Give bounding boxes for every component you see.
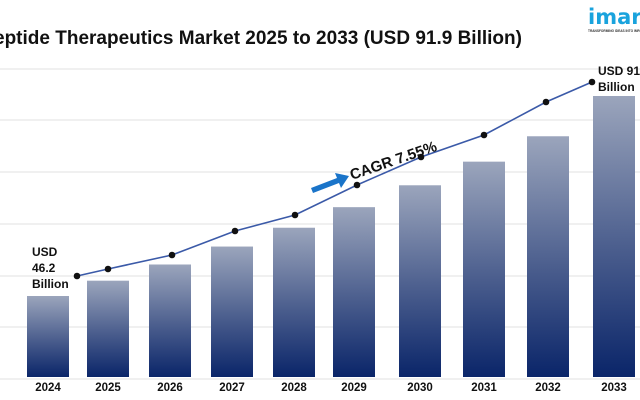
x-tick-label: 2030 bbox=[407, 382, 433, 394]
trend-marker-2029 bbox=[353, 181, 361, 189]
end-label-line1: USD 91. bbox=[598, 64, 640, 78]
logo-tagline: TRANSFORMING IDEAS INTO IMPACT bbox=[588, 29, 640, 33]
trend-marker-2033 bbox=[588, 78, 596, 86]
bar-2031 bbox=[463, 161, 505, 377]
bar-2033 bbox=[593, 96, 635, 377]
trend-line bbox=[73, 78, 596, 280]
bars bbox=[27, 96, 635, 377]
trend-marker-2024 bbox=[73, 272, 81, 280]
bar-2027 bbox=[211, 246, 253, 377]
x-tick-label: 2032 bbox=[535, 382, 561, 394]
x-tick-label: 2029 bbox=[341, 382, 367, 394]
bar-2030 bbox=[399, 185, 441, 377]
bar-2029 bbox=[333, 207, 375, 377]
chart-title: eptide Therapeutics Market 2025 to 2033 … bbox=[0, 28, 522, 49]
x-tick-label: 2033 bbox=[601, 382, 627, 394]
bar-2024 bbox=[27, 296, 69, 377]
trend-marker-2025 bbox=[104, 265, 112, 273]
trend-marker-2032 bbox=[542, 98, 550, 106]
cagr-label: CAGR 7.55% bbox=[348, 138, 439, 184]
trend-marker-2027 bbox=[231, 227, 239, 235]
imarc-logo: imar TRANSFORMING IDEAS INTO IMPACT bbox=[588, 2, 640, 36]
trend-marker-2031 bbox=[480, 131, 488, 139]
start-label-line2: 46.2 bbox=[32, 261, 56, 275]
bar-2028 bbox=[273, 227, 315, 377]
trend-marker-2030 bbox=[417, 153, 425, 161]
start-label-line1: USD bbox=[32, 245, 58, 259]
x-tick-label: 2031 bbox=[471, 382, 497, 394]
trend-marker-2028 bbox=[291, 211, 299, 219]
end-label-line2: Billion bbox=[598, 80, 635, 94]
x-tick-label: 2026 bbox=[157, 382, 183, 394]
x-axis-ticks: 2024 2025 2026 2027 2028 2029 2030 2031 2032 2033 bbox=[35, 382, 627, 394]
bar-2032 bbox=[527, 136, 569, 377]
cagr-arrow-icon bbox=[311, 173, 349, 193]
start-label-line3: Billion bbox=[32, 277, 69, 291]
trend-polyline bbox=[76, 81, 593, 277]
trend-marker-2026 bbox=[168, 251, 176, 259]
x-tick-label: 2025 bbox=[95, 382, 121, 394]
logo-text: imar bbox=[588, 5, 640, 29]
bar-2026 bbox=[149, 264, 191, 377]
x-tick-label: 2028 bbox=[281, 382, 307, 394]
bar-2025 bbox=[87, 280, 129, 377]
x-tick-label: 2024 bbox=[35, 382, 61, 394]
x-tick-label: 2027 bbox=[219, 382, 245, 394]
